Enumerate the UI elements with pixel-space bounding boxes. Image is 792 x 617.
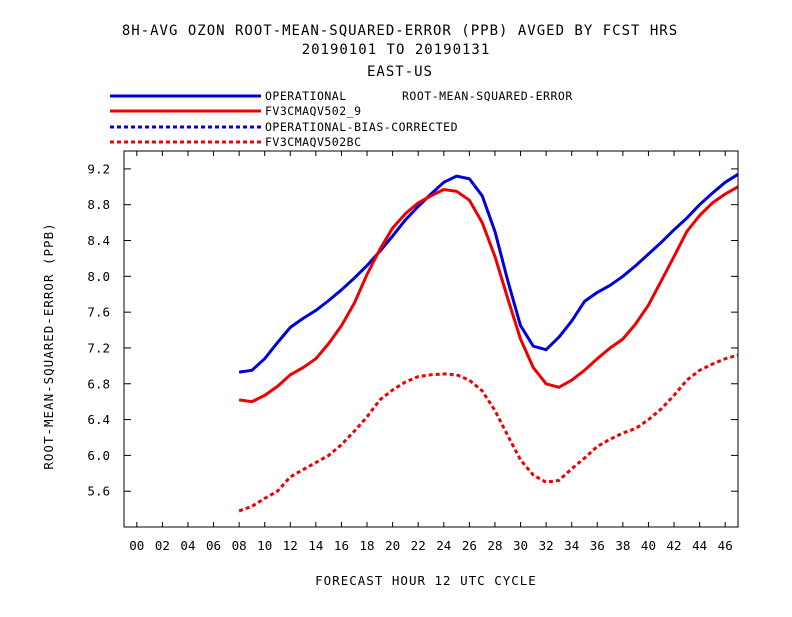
y-tick-label: 6.0 [87,448,110,463]
x-tick-label: 06 [206,538,221,553]
x-tick-label: 36 [590,538,605,553]
x-tick-label: 14 [308,538,323,553]
x-tick-label: 18 [360,538,375,553]
x-axis-label: FORECAST HOUR 12 UTC CYCLE [315,573,537,588]
y-tick-label: 9.2 [87,161,110,176]
legend-label-1: OPERATIONAL [265,89,347,103]
chart-region: EAST-US [367,64,433,80]
x-tick-label: 02 [155,538,170,553]
x-tick-label: 26 [462,538,477,553]
series-line-4 [238,353,739,513]
legend-label-3: OPERATIONAL-BIAS-CORRECTED [265,120,458,134]
y-tick-label: 8.0 [87,269,110,284]
x-tick-label: 08 [232,538,247,553]
plot-frame [123,150,739,528]
series-line-1 [238,173,739,374]
x-tick-label: 46 [718,538,733,553]
x-tick-label: 42 [667,538,682,553]
y-axis-label: ROOT-MEAN-SQUARED-ERROR (PPB) [41,222,56,469]
y-tick-label: 6.8 [87,376,110,391]
y-tick-label: 8.8 [87,197,110,212]
x-tick-label: 22 [411,538,426,553]
x-tick-label: 24 [436,538,451,553]
chart-subtitle: 20190101 TO 20190131 [302,42,491,58]
y-tick-label: 6.4 [87,412,110,427]
y-tick-label: 8.4 [87,233,110,248]
x-tick-label: 00 [129,538,144,553]
legend-note: ROOT-MEAN-SQUARED-ERROR [402,89,573,103]
y-tick-label: 7.6 [87,305,110,320]
series-line-2 [238,185,739,404]
x-tick-label: 12 [283,538,298,553]
x-tick-label: 04 [180,538,195,553]
x-tick-label: 32 [539,538,554,553]
chart-title: 8H-AVG OZON ROOT-MEAN-SQUARED-ERROR (PPB… [122,23,678,39]
x-tick-label: 44 [692,538,707,553]
x-tick-label: 20 [385,538,400,553]
x-tick-label: 16 [334,538,349,553]
x-tick-label: 28 [487,538,502,553]
legend-label-4: FV3CMAQV502BC [265,135,362,149]
x-tick-label: 38 [615,538,630,553]
x-tick-label: 30 [513,538,528,553]
y-tick-label: 7.2 [87,340,110,355]
x-tick-label: 40 [641,538,656,553]
legend-label-2: FV3CMAQV502_9 [265,104,362,118]
x-tick-label: 10 [257,538,272,553]
tick-layer: 5.6 6.0 6.4 6.8 7.2 7.6 8.0 8.4 8.8 9.2 00 02 04 06 08… [87,151,738,553]
x-tick-label: 34 [564,538,579,553]
y-tick-label: 5.6 [87,484,110,499]
series-layer [238,173,739,513]
